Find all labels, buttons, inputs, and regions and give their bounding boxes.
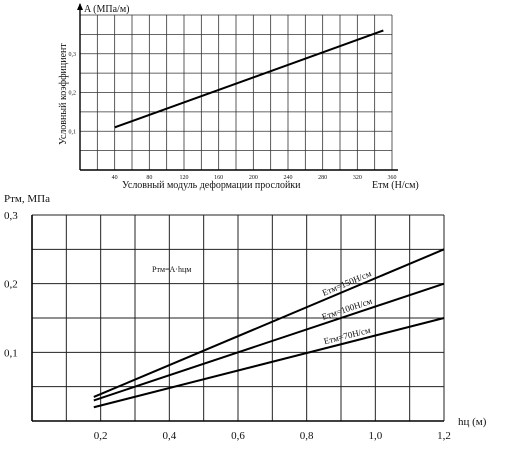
bottom-x-tick-label: 0,6 <box>231 430 245 442</box>
top-chart: 40 80 120 160 200 240 280 320 360 0,1 0,2 0,3 <box>69 3 398 181</box>
bottom-x-tick-label: 0,2 <box>94 430 108 442</box>
bottom-y-tick-label: 0,2 <box>4 279 18 291</box>
bottom-x-tick-label: 1,0 <box>368 430 382 442</box>
top-series-line <box>114 29 384 129</box>
top-x-tick-label: 200 <box>249 175 258 181</box>
top-x-tick-label: 120 <box>180 175 189 181</box>
top-x-tick-label: 360 <box>388 175 397 181</box>
top-chart-xunit: Eтм (Н/см) <box>372 180 419 191</box>
bottom-x-tick-label: 0,4 <box>162 430 176 442</box>
bottom-series-line <box>93 317 445 409</box>
top-y-tick-label: 0,1 <box>69 129 77 135</box>
bottom-y-tick-label: 0,1 <box>4 347 18 359</box>
bottom-chart-xlabel: hц (м) <box>458 416 487 428</box>
bottom-chart-formula: Pтм=A·hцм <box>152 265 191 274</box>
top-x-tick-label: 40 <box>112 175 118 181</box>
bottom-y-tick-label: 0,3 <box>4 210 18 222</box>
bottom-series-line <box>93 282 445 402</box>
top-y-tick-label: 0,2 <box>69 91 77 97</box>
top-x-tick-label: 320 <box>353 175 362 181</box>
bottom-x-tick-label: 0,8 <box>300 430 314 442</box>
top-x-tick-label: 240 <box>284 175 293 181</box>
bottom-x-tick-label: 1,2 <box>437 430 451 442</box>
bottom-chart: 0,2 0,4 0,6 0,8 1,0 1,20,10,20,3Eтм=150Н/смEт… <box>4 210 451 442</box>
top-chart-xlabel: Условный модуль деформации прослойки <box>122 180 301 191</box>
bottom-chart-ylabel: Pтм, МПа <box>4 193 50 205</box>
bottom-series-line <box>93 248 445 398</box>
top-y-tick-label: 0,3 <box>69 52 77 58</box>
top-x-tick-label: 280 <box>318 175 327 181</box>
top-x-tick-label: 80 <box>146 175 152 181</box>
top-chart-ylabel-vertical: Условный коэффициент <box>58 43 69 145</box>
top-x-tick-label: 160 <box>214 175 223 181</box>
top-chart-ylabel: A (МПа/м) <box>84 4 130 15</box>
top-y-axis-arrow <box>77 3 83 10</box>
